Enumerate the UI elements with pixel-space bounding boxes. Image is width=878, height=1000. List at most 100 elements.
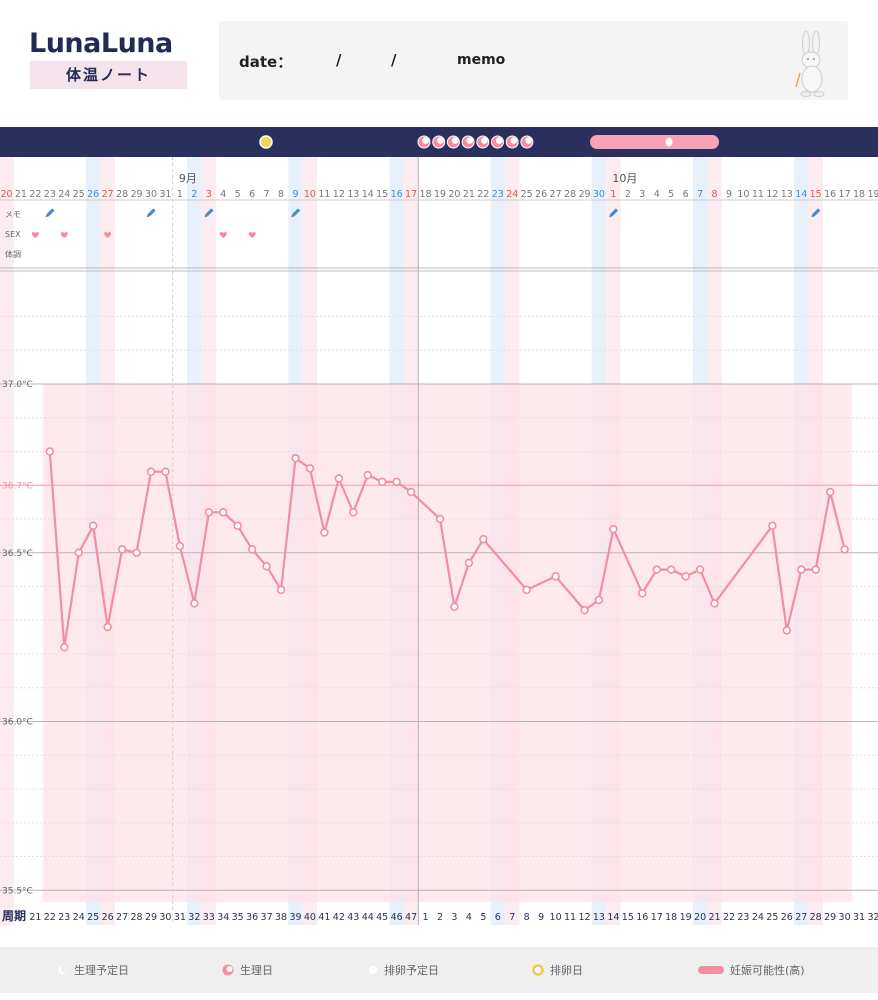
cycle-day-label: 14 — [607, 912, 619, 923]
cycle-day-label: 5 — [480, 912, 486, 923]
cycle-day-label: 43 — [347, 912, 359, 923]
y-tick-label: 36.0°C — [2, 718, 33, 728]
cycle-day-label: 25 — [766, 912, 778, 923]
date-label: 31 — [159, 189, 171, 200]
date-label: 15 — [376, 189, 388, 200]
rabbit-mascot-icon — [795, 30, 825, 97]
cycle-day-label: 17 — [651, 912, 663, 923]
temperature-point — [363, 470, 372, 480]
y-tick-label: 35.5°C — [2, 886, 33, 896]
heart-icon — [31, 231, 39, 238]
cycle-day-label: 18 — [665, 912, 677, 923]
cycle-day-label: 4 — [466, 912, 472, 923]
cycle-day-label: 23 — [58, 912, 70, 923]
legend-label: 排卵予定日 — [384, 964, 439, 977]
app-header: LunaLuna 体温ノート date： / / memo — [0, 0, 878, 127]
period-moon-cut — [451, 137, 459, 144]
legend-item: 生理予定日 — [58, 962, 129, 978]
pencil-icon — [146, 208, 156, 218]
legend-item: 排卵予定日 — [368, 962, 439, 978]
date-label: 8 — [278, 189, 284, 200]
temperature-point — [146, 467, 156, 476]
cycle-day-label: 6 — [495, 912, 501, 923]
date-label: 29 — [578, 189, 590, 200]
ovulation-dot-icon — [665, 137, 673, 147]
dot-white-icon — [369, 966, 377, 974]
temperature-point — [190, 599, 199, 608]
temperature-point — [103, 622, 112, 632]
cycle-day-label: 45 — [376, 912, 388, 923]
date-label: 24 — [58, 189, 70, 200]
date-label: 19 — [867, 189, 878, 200]
heart-icon — [248, 231, 256, 238]
date-label: 17 — [839, 189, 851, 200]
temperature-point — [825, 487, 835, 497]
cycle-day-label: 47 — [405, 912, 417, 923]
date-label: 21 — [463, 189, 475, 200]
legend: 生理予定日 生理日 排卵予定日 排卵日 妊娠可能性(高) — [0, 947, 878, 993]
temperature-point — [117, 545, 127, 554]
cycle-day-label: 34 — [217, 912, 229, 923]
left-strip — [0, 157, 13, 925]
cycle-day-label: 30 — [159, 912, 171, 923]
cycle-day-label: 8 — [524, 912, 530, 923]
cycle-day-label: 13 — [593, 912, 605, 923]
cycle-day-label: 26 — [102, 912, 114, 923]
cycle-day-label: 10 — [550, 912, 562, 923]
date-label: 16 — [391, 189, 403, 200]
cycle-day-label: 32 — [867, 912, 878, 923]
date-label: 2 — [625, 189, 631, 200]
temperature-point — [594, 595, 604, 605]
fertile-window-bar-icon — [590, 135, 719, 149]
date-label: 12 — [766, 189, 778, 200]
temperature-point — [88, 521, 98, 530]
date-label: 9 — [292, 189, 298, 200]
temperature-point — [262, 562, 271, 571]
period-moon-cut — [481, 137, 488, 144]
date-label: 26 — [535, 189, 547, 200]
date-label: 25 — [521, 189, 533, 200]
temperature-point — [638, 589, 647, 598]
y-tick-label: 36.5°C — [2, 549, 33, 559]
pencil-icon — [609, 208, 619, 218]
cycle-day-label: 23 — [737, 912, 749, 923]
cycle-day-label: 44 — [362, 912, 374, 923]
temperature-point — [710, 599, 719, 608]
cycle-day-label: 38 — [275, 912, 287, 923]
temperature-point — [768, 521, 777, 530]
date-label: 22 — [29, 189, 41, 200]
cycle-day-label: 29 — [824, 912, 836, 923]
cycle-day-label: 24 — [73, 912, 85, 923]
memo-label: memo — [457, 52, 506, 68]
cycle-day-label: 30 — [839, 912, 851, 923]
cycle-day-label: 16 — [636, 912, 648, 923]
cycle-day-label: 31 — [853, 912, 865, 923]
date-label: 3 — [206, 189, 212, 200]
date-slash-1: / — [336, 51, 342, 69]
temperature-point — [132, 548, 141, 557]
date-label: 19 — [434, 189, 446, 200]
temperature-point — [305, 464, 315, 473]
ovulation-ring-icon — [259, 135, 273, 149]
temperature-point — [435, 514, 445, 524]
legend-item: 生理日 — [222, 962, 273, 978]
note-panel: date： / / memo — [219, 21, 848, 100]
row-label: SEX — [5, 230, 21, 239]
chart-fill-area — [42, 384, 852, 902]
cycle-day-label: 15 — [622, 912, 634, 923]
date-label: 29 — [131, 189, 143, 200]
cycle-day-label: 41 — [318, 912, 330, 923]
ring-yellow-icon — [532, 964, 544, 976]
date-label: 5 — [668, 189, 674, 200]
cycle-day-label: 32 — [188, 912, 200, 923]
pink-bar-icon — [698, 966, 724, 974]
temperature-point — [247, 545, 257, 554]
date-label: 24 — [506, 189, 518, 200]
y-tick-label: 37.0°C — [2, 380, 33, 390]
temperature-point — [797, 565, 806, 574]
date-label: 1 — [177, 189, 183, 200]
cycle-day-label: 24 — [752, 912, 764, 923]
cycle-day-label: 46 — [391, 912, 403, 923]
cycle-day-label: 42 — [333, 912, 345, 923]
